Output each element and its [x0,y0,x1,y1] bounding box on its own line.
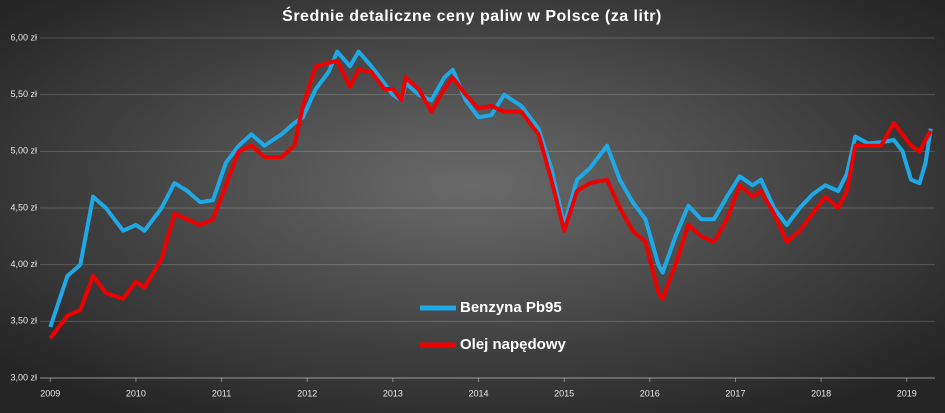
x-tick-label: 2018 [811,388,831,398]
line-series [48,49,933,328]
x-tick-label: 2016 [640,388,660,398]
x-tick-label: 2012 [297,388,317,398]
x-tick-label: 2019 [897,388,917,398]
y-tick-label: 6,00 zł [10,32,37,42]
legend-label: Olej napędowy [460,336,567,353]
y-tick-label: 3,00 zł [10,372,37,382]
chart-title: Średnie detaliczne ceny paliw w Polsce (… [282,6,662,25]
x-tick-label: 2015 [554,388,574,398]
y-tick-label: 5,50 zł [10,89,37,99]
line-series [48,58,933,340]
legend-label: Benzyna Pb95 [460,299,562,316]
y-tick-label: 3,50 zł [10,316,37,326]
y-tick-label: 4,50 zł [10,202,37,212]
y-tick-label: 5,00 zł [10,146,37,156]
x-tick-label: 2009 [40,388,60,398]
x-tick-label: 2017 [725,388,745,398]
x-tick-label: 2010 [126,388,146,398]
x-tick-label: 2014 [468,388,488,398]
y-tick-label: 4,00 zł [10,259,37,269]
x-tick-label: 2013 [383,388,403,398]
x-tick-label: 2011 [212,388,231,398]
